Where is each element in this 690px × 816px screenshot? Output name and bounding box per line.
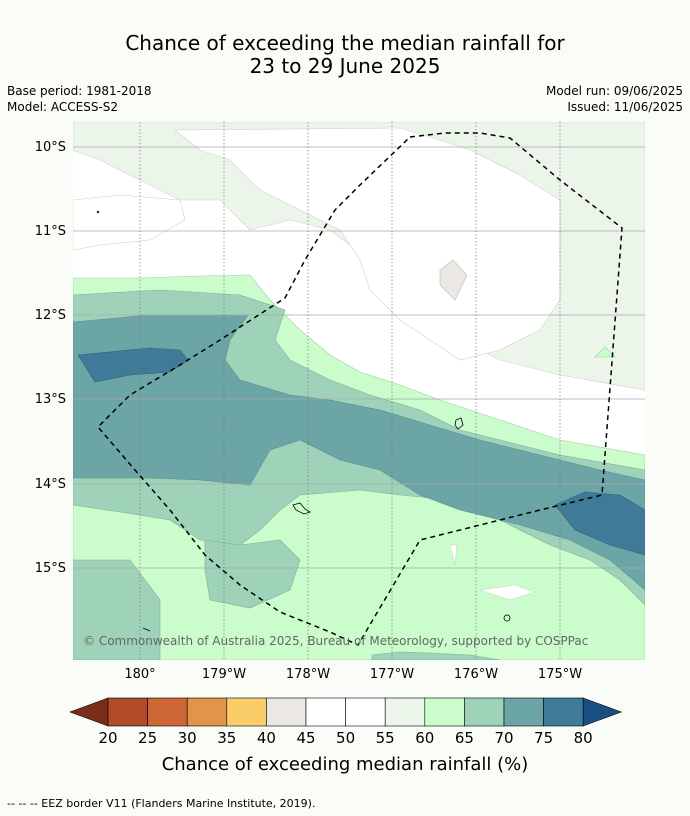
- colorbar-tick-label: 65: [455, 729, 474, 747]
- model-run: Model run: 09/06/2025: [545, 84, 683, 98]
- lat-label: 11°S: [35, 224, 66, 239]
- issued-date: Issued: 11/06/2025: [567, 100, 683, 114]
- lon-label: 177°W: [370, 667, 414, 682]
- colorbar-cell: [226, 697, 267, 727]
- rainfall-map: © Commonwealth of Australia 2025, Bureau…: [35, 122, 645, 747]
- lon-label: 176°W: [454, 667, 498, 682]
- colorbar-cell: [424, 697, 465, 727]
- lat-label: 15°S: [35, 561, 66, 576]
- model-name: Model: ACCESS-S2: [7, 100, 119, 114]
- lon-label: 175°W: [538, 667, 582, 682]
- colorbar-tick-label: 20: [98, 729, 117, 747]
- lat-label: 12°S: [35, 308, 66, 323]
- colorbar-cell: [186, 697, 228, 727]
- map-title-line1: Chance of exceeding the median rainfall …: [125, 31, 565, 55]
- map-title-line2: 23 to 29 June 2025: [249, 54, 441, 78]
- graticule: [73, 146, 645, 569]
- eez-border: [96, 132, 623, 646]
- colorbar-label: Chance of exceeding median rainfall (%): [161, 754, 529, 775]
- lon-label: 178°W: [286, 667, 330, 682]
- colorbar-tick-label: 50: [336, 729, 355, 747]
- map-contours: © Commonwealth of Australia 2025, Bureau…: [73, 122, 645, 660]
- colorbar: 20 25 30 35 40 45 50 55 60 65 70 75 80: [69, 697, 623, 747]
- lon-label: 179°W: [202, 667, 246, 682]
- colorbar-tick-label: 25: [138, 729, 157, 747]
- colorbar-cell: [464, 697, 505, 727]
- colorbar-tick-label: 40: [257, 729, 276, 747]
- base-period: Base period: 1981-2018: [7, 84, 152, 98]
- colorbar-tick-label: 55: [376, 729, 395, 747]
- lon-label: 180°: [124, 667, 155, 682]
- colorbar-tick-label: 30: [178, 729, 197, 747]
- lon-labels: 180° 179°W 178°W 177°W 176°W 175°W: [124, 667, 582, 682]
- colorbar-cell: [384, 697, 426, 727]
- colorbar-cell: [266, 697, 307, 727]
- colorbar-cell: [345, 697, 386, 727]
- colorbar-tick-label: 75: [534, 729, 553, 747]
- lat-labels: 10°S 11°S 12°S 13°S 14°S 15°S: [35, 140, 66, 576]
- colorbar-cell: [147, 697, 188, 727]
- colorbar-tick-label: 70: [494, 729, 513, 747]
- lat-label: 13°S: [35, 392, 66, 407]
- lat-label: 10°S: [35, 140, 66, 155]
- lat-label: 14°S: [35, 477, 66, 492]
- colorbar-extend-low: [69, 697, 109, 727]
- colorbar-extend-high: [582, 697, 623, 727]
- colorbar-cell: [107, 697, 148, 727]
- colorbar-cell: [503, 697, 544, 727]
- colorbar-tick-label: 60: [415, 729, 434, 747]
- colorbar-tick-label: 45: [296, 729, 315, 747]
- colorbar-cell: [543, 697, 584, 727]
- copyright-text: © Commonwealth of Australia 2025, Bureau…: [83, 634, 588, 648]
- colorbar-tick-label: 35: [217, 729, 236, 747]
- islands: [96, 210, 511, 632]
- colorbar-tick-label: 80: [574, 729, 593, 747]
- footer-note: -- -- -- EEZ border V11 (Flanders Marine…: [7, 797, 316, 810]
- colorbar-cell: [305, 697, 346, 727]
